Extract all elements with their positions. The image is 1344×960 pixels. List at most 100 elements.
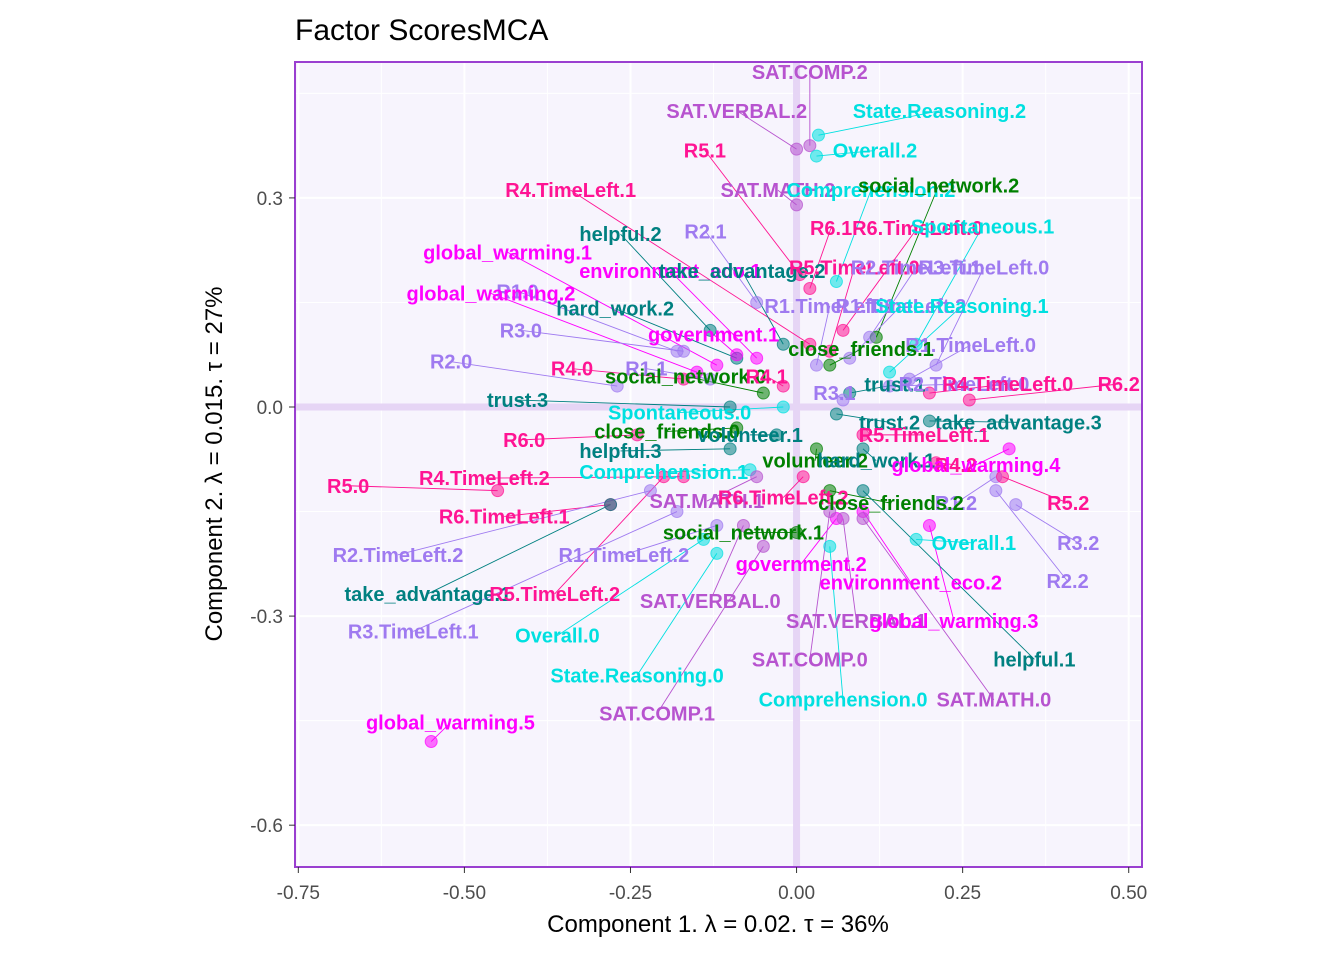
leader-line [705,231,758,303]
leader-line [571,368,684,380]
leader-line [490,292,698,373]
point-label: R6.2 [1098,374,1140,396]
point-label: global_warming.2 [407,283,576,305]
y-tick-label: 0.3 [257,189,283,210]
leader-line [623,525,717,556]
data-point [670,505,684,519]
point-label: trust.1 [864,375,925,397]
point-label: R5.TimeLeft.2 [489,584,620,606]
leader-line [929,383,1008,394]
point-label: take_advantage.3 [935,412,1102,434]
point-label: Spontaneous.0 [608,403,751,425]
plot-panel-border [294,61,1143,868]
point-label: SAT.VERBAL.0 [640,591,781,613]
data-point [803,337,817,351]
leader-line [869,267,917,338]
point-label: environment_eco.2 [820,573,1002,595]
x-axis-title: Component 1. λ = 0.02. τ = 36% [547,911,889,938]
data-point [710,358,724,372]
data-point [710,518,724,532]
data-point [790,525,804,539]
data-point [909,337,923,351]
data-point [995,470,1009,484]
point-label: helpful.2 [579,224,661,246]
grid-layer [295,62,1142,867]
leader-line [504,504,611,517]
point-label: Comprehension.1 [579,462,748,484]
data-point [823,484,837,498]
leader-line [348,485,498,492]
data-point [736,518,750,532]
leader-line [829,490,891,504]
data-point [929,358,943,372]
leader-line [615,308,737,359]
data-point [604,498,618,512]
data-point [730,348,744,362]
leader-line [741,270,784,345]
point-label: government.1 [648,325,779,347]
point-label: social_network.2 [858,175,1019,197]
leader-line [704,150,801,275]
data-point [793,268,807,282]
y-tick-label: -0.6 [250,816,283,837]
point-label: R4.TimeLeft.1 [505,180,636,202]
point-label: R1.TimeLeft.2 [558,545,689,567]
point-label: R2.TimeLeft.2 [333,545,464,567]
point-label: Overall.1 [932,533,1017,555]
leader-line [995,490,1068,582]
point-label: R1.TimeLeft.2 [835,296,966,318]
point-label: R3.0 [500,320,542,342]
data-point [909,532,923,546]
x-tick-label: 0.25 [944,883,981,904]
point-label: R5.TimeLeft.0 [789,258,920,280]
data-point [856,428,870,442]
data-point [703,372,717,386]
leader-line [620,233,711,331]
point-label: State.Reasoning.1 [875,296,1048,318]
data-point [424,735,438,749]
data-point [809,442,823,456]
leader-line [570,189,811,345]
point-label: global_warming.1 [423,242,592,264]
point-label: R4.2 [935,455,977,477]
data-point [803,282,817,296]
leader-line [889,305,963,373]
leader-line [670,270,758,359]
data-point [710,546,724,560]
data-point [856,484,870,498]
y-axis-title: Component 2. λ = 0.015. τ = 27% [201,286,228,641]
leader-line [862,518,995,700]
leader-line [842,518,857,622]
x-tick-label: -0.75 [277,883,320,904]
point-label: R6.TimeLeft.2 [718,488,849,510]
point-label: social_network.0 [605,366,766,388]
point-label: global_warming.5 [366,713,535,735]
point-label: SAT.MATH.1 [649,491,764,513]
point-label: global_warming.3 [870,611,1039,633]
data-point [823,358,837,372]
data-point [770,428,784,442]
data-point [723,442,737,456]
data-point [750,295,764,309]
data-point [883,365,897,379]
data-points [424,128,1023,749]
data-point [811,128,825,142]
leader-line [809,227,832,289]
point-label: close_friends.0 [594,421,740,443]
data-point [703,323,717,337]
point-label: R2.0 [430,352,472,374]
data-point [750,351,764,365]
data-point [843,351,857,365]
point-label: take_advantage.2 [659,261,826,283]
point-label: R5.TimeLeft.1 [859,425,990,447]
point-label: R1.0 [496,281,538,303]
point-label: R4.1 [746,366,788,388]
data-point [756,539,770,553]
leader-line [836,413,890,423]
leader-line [829,267,855,352]
point-label: R1.TimeLeft.1 [764,296,895,318]
data-point [922,414,936,428]
point-label: SAT.COMP.0 [752,649,868,671]
point-label: close_friends.1 [788,339,934,361]
